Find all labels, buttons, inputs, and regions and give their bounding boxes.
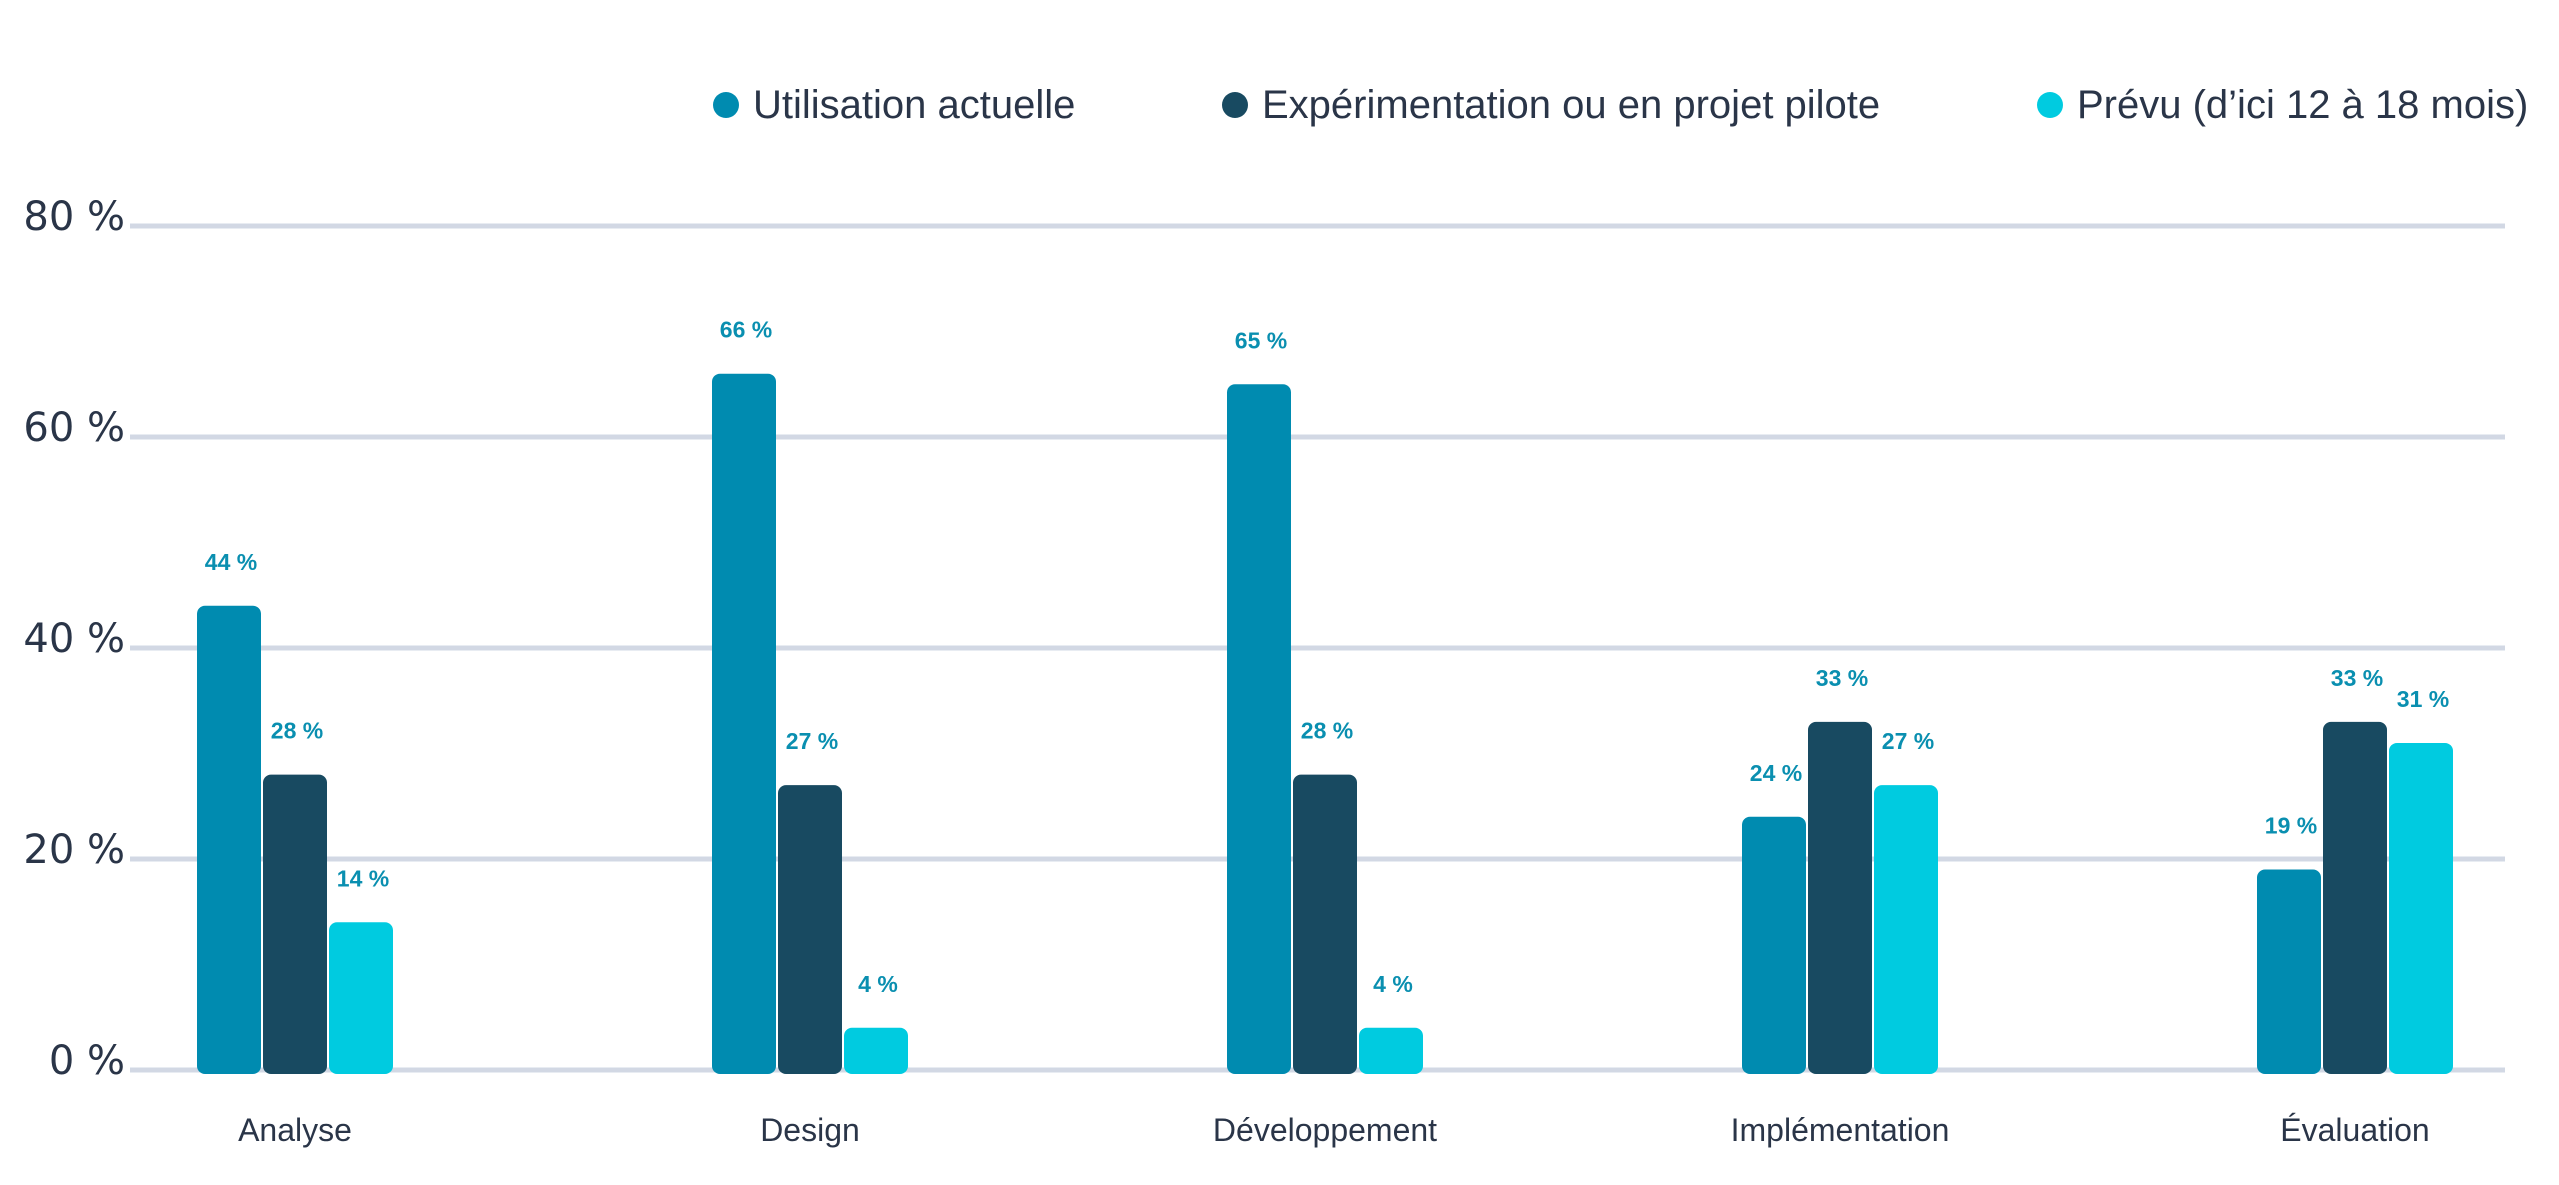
x-tick-label: Design — [760, 1112, 860, 1148]
bars — [197, 373, 2453, 1074]
y-tick-label: 80 % — [23, 194, 125, 240]
data-label: 27 % — [1882, 728, 1934, 754]
legend-marker — [1222, 92, 1248, 118]
bar — [263, 774, 327, 1074]
gridlines — [130, 223, 2505, 1073]
data-label: 4 % — [858, 971, 898, 997]
legend-marker — [2037, 92, 2063, 118]
y-tick-label: 60 % — [23, 405, 125, 451]
x-tick-label: Implémentation — [1731, 1112, 1950, 1148]
bar — [778, 785, 842, 1074]
data-label: 19 % — [2265, 813, 2317, 839]
legend-label: Utilisation actuelle — [753, 83, 1075, 127]
data-label: 4 % — [1373, 971, 1413, 997]
data-label: 31 % — [2397, 686, 2449, 712]
legend-marker — [713, 92, 739, 118]
data-labels: 44 % 28 % 14 % 66 % 27 % 4 % 65 % 28 % 4 % 24 % 33… — [205, 317, 2449, 997]
data-label: 66 % — [720, 317, 772, 343]
data-label: 28 % — [271, 718, 323, 744]
bar — [1227, 384, 1291, 1074]
bar — [197, 605, 261, 1074]
bar — [2323, 721, 2387, 1074]
x-tick-label: Analyse — [238, 1112, 352, 1148]
y-tick-label: 0 % — [49, 1038, 125, 1084]
bar — [1742, 816, 1806, 1074]
bar — [2389, 742, 2453, 1074]
data-label: 14 % — [337, 865, 389, 891]
data-label: 44 % — [205, 549, 257, 575]
data-label: 33 % — [1816, 665, 1868, 691]
bar — [844, 1027, 908, 1074]
x-tick-label: Évaluation — [2280, 1112, 2429, 1148]
y-axis-ticks: 0 % 20 % 40 % 60 % 80 % — [23, 194, 125, 1084]
y-tick-label: 20 % — [23, 827, 125, 873]
x-axis-ticks: Analyse Design Développement Implémentation… — [238, 1112, 2430, 1148]
bar — [712, 373, 776, 1074]
bar — [2257, 869, 2321, 1074]
bar — [1359, 1027, 1423, 1074]
data-label: 27 % — [786, 728, 838, 754]
data-label: 65 % — [1235, 327, 1287, 353]
bar — [1293, 774, 1357, 1074]
data-label: 28 % — [1301, 718, 1353, 744]
legend-label: Prévu (d’ici 12 à 18 mois) — [2077, 83, 2528, 127]
data-label: 24 % — [1750, 760, 1802, 786]
data-label: 33 % — [2331, 665, 2383, 691]
y-tick-label: 40 % — [23, 616, 125, 662]
bar — [1808, 721, 1872, 1074]
bar — [329, 922, 393, 1074]
legend-label: Expérimentation ou en projet pilote — [1262, 83, 1880, 127]
bar — [1874, 785, 1938, 1074]
x-tick-label: Développement — [1213, 1112, 1437, 1148]
legend: Utilisation actuelle Expérimentation ou e… — [713, 83, 2528, 127]
